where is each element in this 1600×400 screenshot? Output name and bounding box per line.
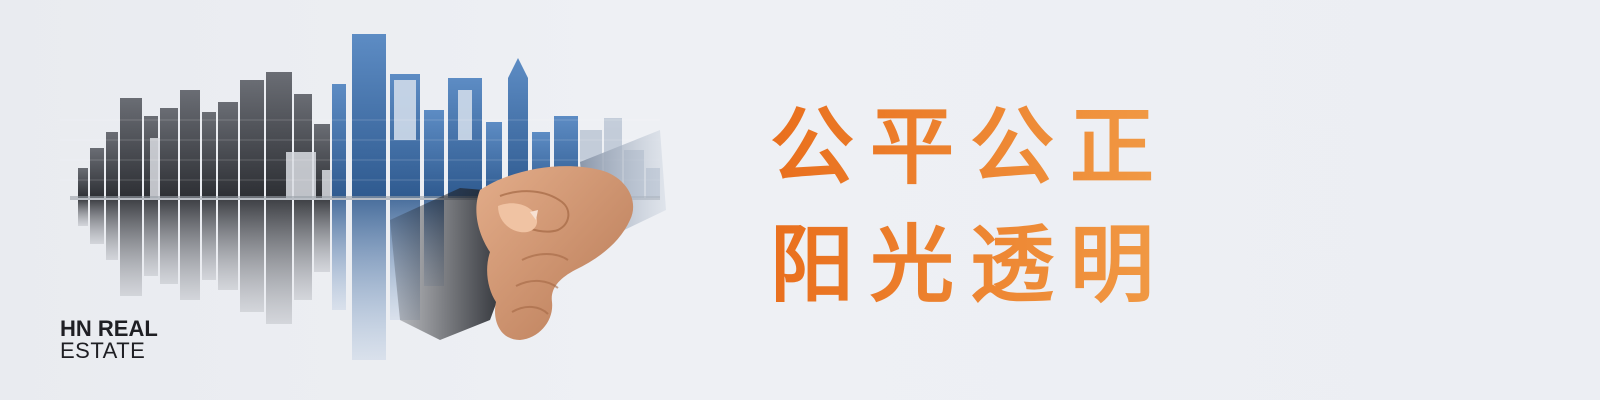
brand-logo-line-1: HN REAL [60,316,158,341]
skyline-handshake-illustration [60,20,700,380]
slogan-line-2: 阳光透明 [770,206,1170,324]
slogan: 公平公正 阳光透明 [770,88,1170,324]
skyline-handshake-icon [60,34,666,360]
brand-logo-line-2: ESTATE [60,338,146,363]
slogan-line-1: 公平公正 [770,88,1170,206]
brand-logo: HN REAL ESTATE [60,318,260,362]
